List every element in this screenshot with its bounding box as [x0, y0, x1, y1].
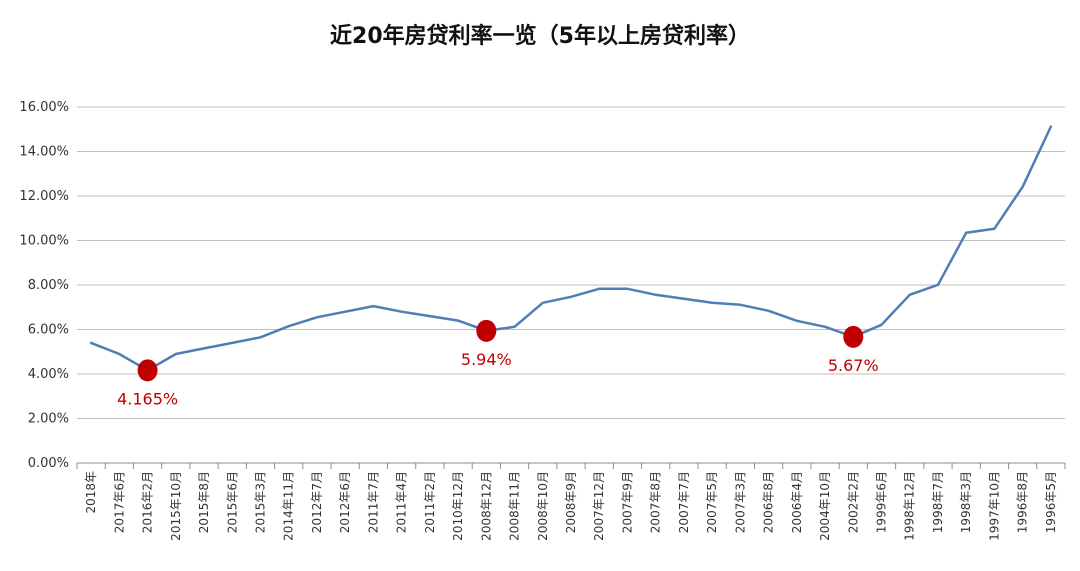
x-tick-label: 2015年3月: [253, 471, 267, 533]
data-point: [766, 308, 772, 314]
x-tick-label: 2015年6月: [225, 471, 239, 533]
x-tick-label: 2016年2月: [141, 471, 155, 533]
data-point: [879, 322, 885, 328]
y-tick-label: 2.00%: [28, 412, 69, 427]
data-point: [399, 309, 405, 315]
x-tick-label: 1998年12月: [903, 471, 917, 541]
x-tick-label: 2007年7月: [677, 471, 691, 533]
data-point: [116, 351, 122, 357]
y-tick-label: 0.00%: [28, 456, 69, 471]
x-tick-label: 1999年6月: [875, 471, 889, 533]
x-tick-label: 2006年4月: [790, 471, 804, 533]
data-point: [314, 314, 320, 320]
x-tick-label: 2002年2月: [846, 471, 860, 533]
data-point: [455, 318, 461, 324]
x-tick-label: 1996年5月: [1044, 471, 1058, 533]
x-tick-label: 2015年8月: [197, 471, 211, 533]
data-point: [935, 282, 941, 288]
y-tick-label: 14.00%: [19, 145, 69, 160]
highlight-marker: [476, 319, 497, 342]
data-point: [512, 324, 518, 330]
x-tick-label: 2011年2月: [423, 471, 437, 533]
data-point: [370, 303, 376, 309]
x-tick-label: 2008年10月: [536, 471, 550, 541]
y-tick-label: 12.00%: [19, 189, 69, 204]
data-point: [709, 300, 715, 306]
data-point: [201, 345, 207, 351]
data-point: [737, 302, 743, 308]
series-line: [89, 125, 1053, 372]
x-tick-label: 2010年12月: [451, 471, 465, 541]
data-point: [88, 340, 94, 346]
data-point: [681, 296, 687, 302]
highlight-marker: [137, 359, 158, 382]
data-point: [1020, 184, 1026, 190]
data-point: [822, 324, 828, 330]
data-point: [229, 340, 235, 346]
data-point: [286, 323, 292, 329]
x-tick-label: 1997年10月: [987, 471, 1001, 541]
data-point: [794, 318, 800, 324]
data-point: [568, 294, 574, 300]
x-tick-label: 2012年6月: [338, 471, 352, 533]
data-point: [173, 351, 179, 357]
x-tick-label: 2004年10月: [818, 471, 832, 541]
highlight-marker: [843, 325, 864, 348]
x-tick-label: 2007年5月: [705, 471, 719, 533]
data-point: [257, 334, 263, 340]
data-point: [991, 226, 997, 232]
x-tick-label: 1998年3月: [959, 471, 973, 533]
y-tick-label: 10.00%: [19, 234, 69, 249]
data-point: [653, 292, 659, 298]
y-tick-label: 6.00%: [28, 323, 69, 338]
x-tick-label: 2006年8月: [762, 471, 776, 533]
x-tick-label: 2014年11月: [282, 471, 296, 541]
x-tick-label: 1998年7月: [931, 471, 945, 533]
x-tick-label: 2008年9月: [564, 471, 578, 533]
x-tick-label: 2008年12月: [479, 471, 493, 541]
y-tick-label: 8.00%: [28, 278, 69, 293]
x-tick-label: 2007年3月: [733, 471, 747, 533]
x-tick-label: 2012年7月: [310, 471, 324, 533]
data-point: [342, 309, 348, 315]
x-tick-label: 2008年11月: [508, 471, 522, 541]
data-point: [907, 292, 913, 298]
x-tick-label: 2011年7月: [366, 471, 380, 533]
x-tick-label: 2017年6月: [112, 471, 126, 533]
data-point: [540, 300, 546, 306]
x-tick-label: 2007年9月: [620, 471, 634, 533]
x-tick-label: 2007年12月: [592, 471, 606, 541]
data-label: 4.165%: [117, 389, 178, 408]
chart-title: 近20年房贷利率一览（5年以上房贷利率）: [330, 24, 750, 49]
x-tick-label: 1996年8月: [1016, 471, 1030, 533]
data-point: [596, 286, 602, 292]
y-tick-label: 16.00%: [19, 100, 69, 115]
data-point: [963, 230, 969, 236]
y-tick-label: 4.00%: [28, 367, 69, 382]
x-tick-label: 2018年: [84, 471, 98, 514]
data-point: [624, 286, 630, 292]
x-tick-label: 2011年4月: [395, 471, 409, 533]
data-label: 5.67%: [828, 356, 879, 375]
x-tick-label: 2007年8月: [649, 471, 663, 533]
data-point: [427, 313, 433, 319]
data-label: 5.94%: [461, 350, 512, 369]
data-point: [1048, 124, 1054, 130]
x-tick-label: 2015年10月: [169, 471, 183, 541]
